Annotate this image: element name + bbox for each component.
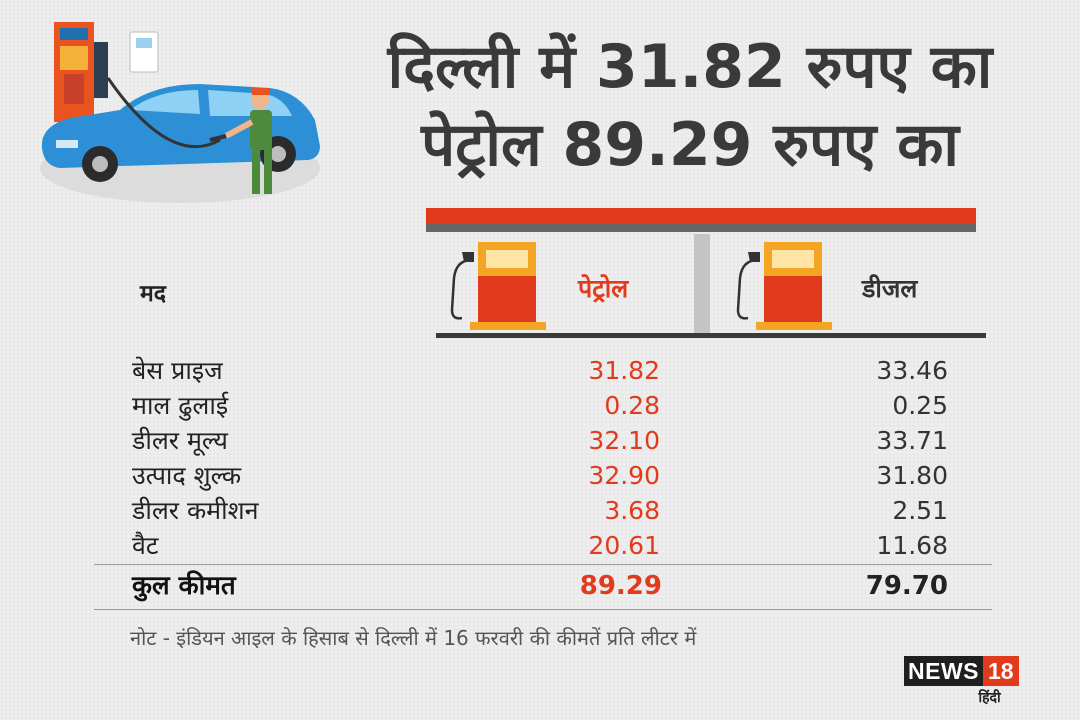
headline-line-2: पेट्रोल 89.29 रुपए का [421,110,959,180]
station-ground-line [436,333,986,338]
petrol-value: 3.68 [604,496,660,525]
total-divider-top [94,564,992,565]
petrol-value: 32.90 [588,461,660,490]
column-header-diesel: डीजल [862,274,918,303]
row-label: बेस प्राइज [132,356,223,385]
table-row: वैट 20.61 11.68 [128,528,968,563]
footnote: नोट - इंडियन आइल के हिसाब से दिल्ली में … [130,626,697,650]
diesel-value: 0.25 [892,391,948,420]
total-diesel-value: 79.70 [865,571,948,601]
headline-line-1: दिल्ली में 31.82 रुपए का [387,32,993,102]
headline: दिल्ली में 31.82 रुपए का पेट्रोल 89.29 र… [330,28,1050,184]
fuel-pump-icon [450,242,546,330]
row-label: डीलर कमीशन [132,496,259,525]
station-canopy [426,208,976,234]
table-row: डीलर कमीशन 3.68 2.51 [128,493,968,528]
row-label: वैट [132,531,159,560]
logo-number: 18 [983,656,1019,686]
diesel-value: 11.68 [876,531,948,560]
fuel-dispenser-icon [54,22,159,122]
table-row: माल ढुलाई 0.28 0.25 [128,388,968,423]
price-table: बेस प्राइज 31.82 33.46 माल ढुलाई 0.28 0.… [128,353,968,563]
diesel-value: 31.80 [876,461,948,490]
diesel-value: 33.71 [876,426,948,455]
fuel-station-illustration [40,22,320,203]
total-divider-bottom [94,609,992,610]
row-label: डीलर मूल्य [132,426,228,455]
column-header-petrol: पेट्रोल [578,274,629,303]
total-petrol-value: 89.29 [579,571,662,601]
attendant-illustration [106,77,272,194]
table-row: उत्पाद शुल्क 32.90 31.80 [128,458,968,493]
canopy-pole [694,234,710,334]
car-icon [41,84,320,182]
petrol-value: 0.28 [604,391,660,420]
diesel-value: 33.46 [876,356,948,385]
petrol-value: 32.10 [588,426,660,455]
diesel-value: 2.51 [892,496,948,525]
logo-sub: हिंदी [978,690,1001,706]
news18-logo: NEWS 18 हिंदी [904,656,1019,707]
total-label: कुल कीमत [132,571,236,601]
total-row: कुल कीमत 89.29 79.70 [128,568,968,604]
logo-brand: NEWS [904,656,983,686]
row-label: उत्पाद शुल्क [132,461,242,490]
petrol-value: 31.82 [588,356,660,385]
table-row: डीलर मूल्य 32.10 33.71 [128,423,968,458]
petrol-value: 20.61 [588,531,660,560]
row-label: माल ढुलाई [132,391,229,420]
table-row: बेस प्राइज 31.82 33.46 [128,353,968,388]
fuel-pump-icon [736,242,832,330]
column-header-item: मद [140,281,166,307]
